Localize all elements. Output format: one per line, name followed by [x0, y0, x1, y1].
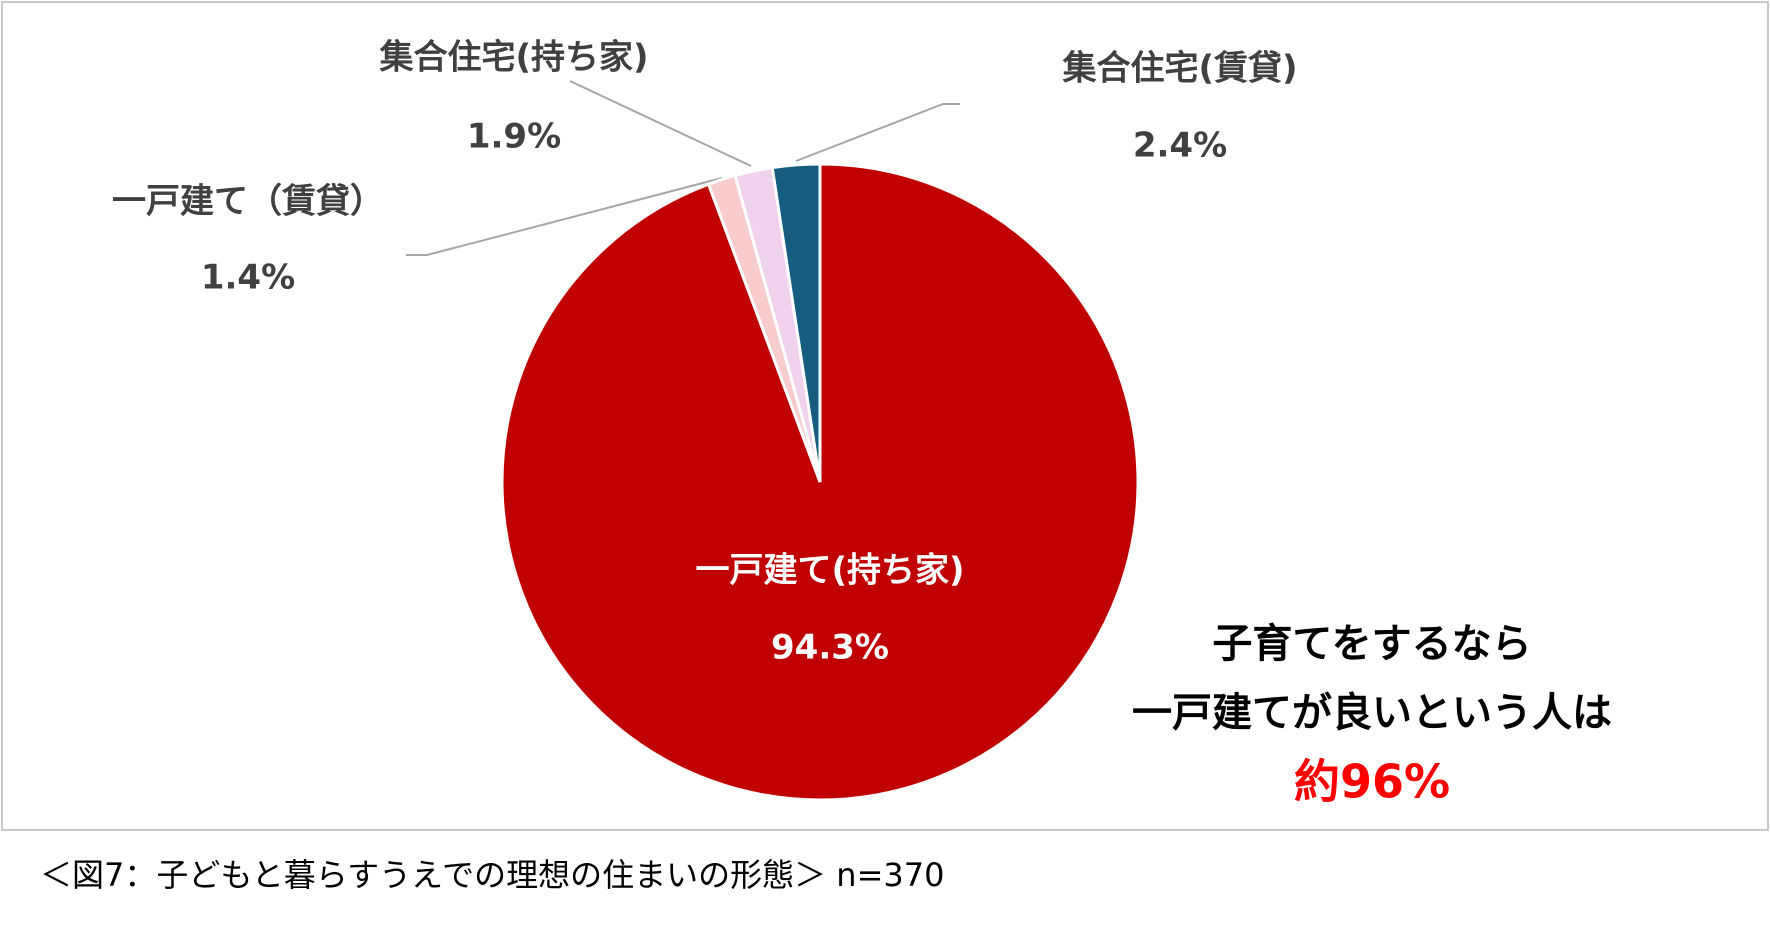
value-label: 1.4% — [201, 258, 295, 298]
category-label: 集合住宅(持ち家) — [378, 38, 648, 78]
category-label: 一戸建て(持ち家) — [695, 551, 964, 591]
category-label: 一戸建て（賃貸） — [112, 182, 384, 222]
annotation: 子育てをするなら — [1212, 621, 1531, 667]
leader-line — [406, 177, 723, 256]
leader-line — [569, 80, 752, 167]
value-label: 94.3% — [771, 628, 889, 668]
value-label: 1.9% — [467, 117, 561, 157]
labels: 一戸建て(持ち家) 94.3% 一戸建て（賃貸） 1.4% 集合住宅(持ち家) 1.9% 集… — [112, 38, 1298, 668]
category-label: 集合住宅(賃貸) — [1061, 49, 1297, 89]
annotation-highlight: 約96% — [1294, 755, 1450, 809]
leader-line — [795, 103, 960, 162]
value-label: 2.4% — [1133, 126, 1227, 166]
pie-slice — [770, 162, 822, 483]
caption: ＜図7：子どもと暮らすうえでの理想の住まいの形態＞ n=370 — [40, 856, 944, 894]
leader-lines — [406, 80, 960, 256]
pie — [500, 162, 1140, 802]
annotation: 一戸建てが良いという人は — [1132, 690, 1612, 736]
